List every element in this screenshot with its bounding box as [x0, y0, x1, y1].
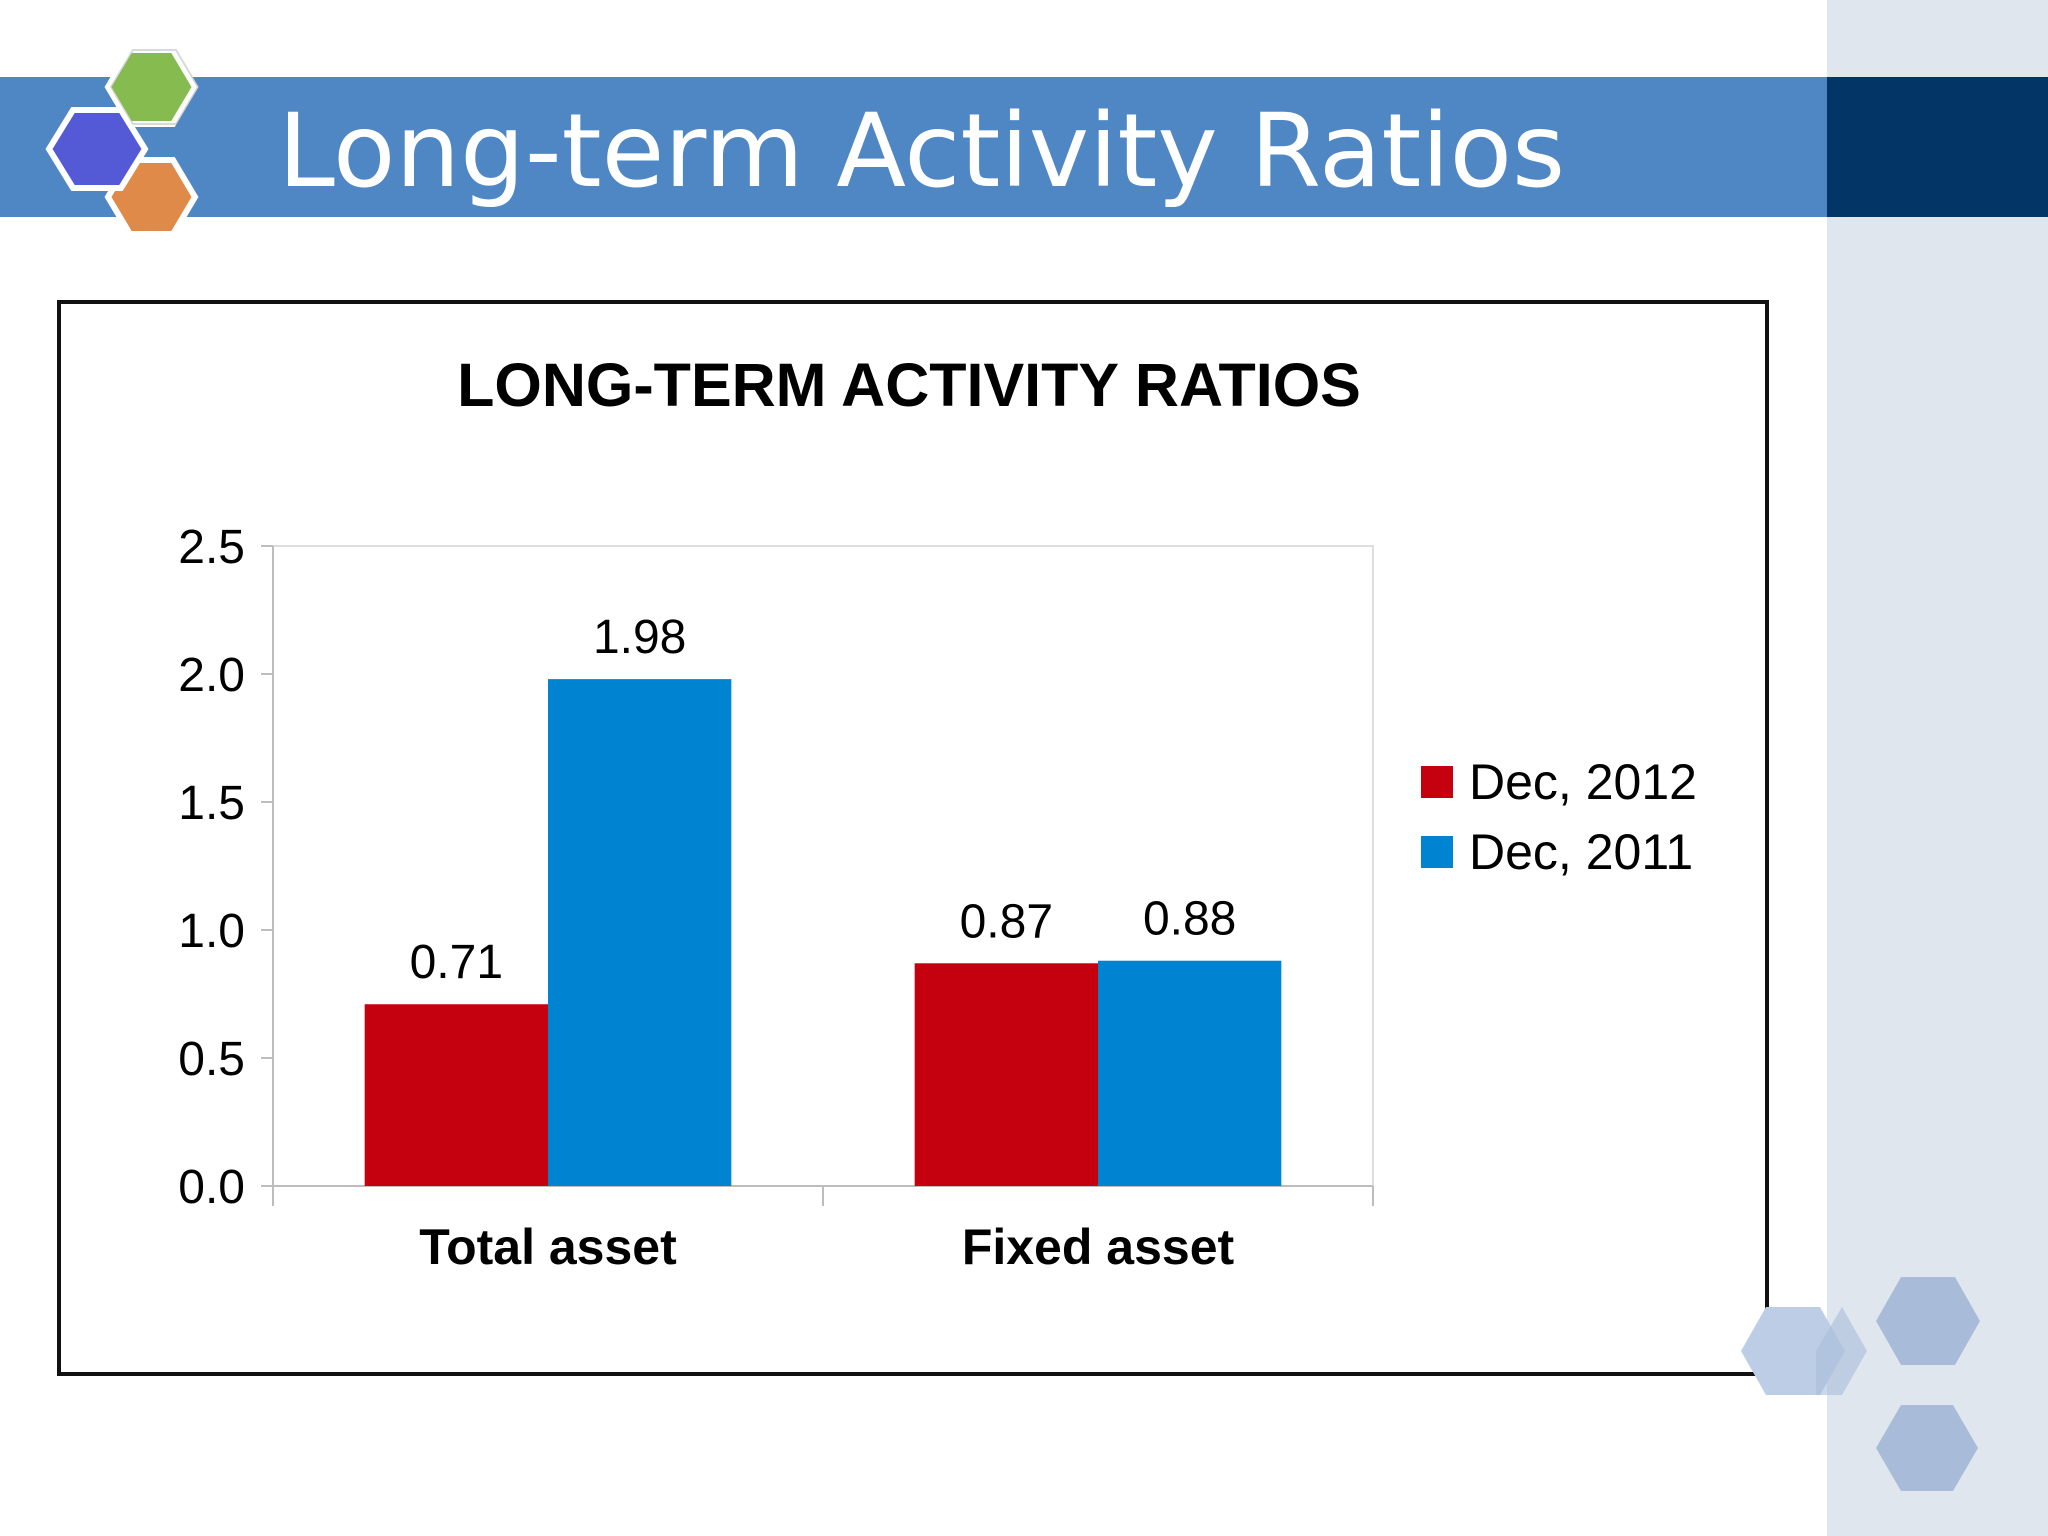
hexagon-logo-icon: [45, 47, 200, 237]
data-labels: 0.71 1.98 0.87 0.88: [410, 611, 1237, 989]
y-tick-label: 2.5: [178, 521, 245, 574]
x-category-label: Fixed asset: [962, 1219, 1235, 1275]
decorative-hexagons-icon: [1741, 1277, 1980, 1491]
x-category-label: Total asset: [419, 1219, 677, 1275]
chart-frame: LONG-TERM ACTIVITY RATIOS 0.0 0.5 1.0 1.5 2.…: [57, 300, 1769, 1376]
y-tick-label: 0.0: [178, 1161, 245, 1214]
y-tick-label: 1.5: [178, 777, 245, 830]
chart-title: LONG-TERM ACTIVITY RATIOS: [457, 351, 1361, 419]
bars: [364, 679, 1282, 1186]
bar-value-label: 0.87: [960, 895, 1053, 948]
bar: [364, 1004, 548, 1186]
legend-label: Dec, 2012: [1469, 754, 1697, 810]
bar-value-label: 1.98: [593, 611, 686, 664]
x-axis: Total asset Fixed asset: [272, 1185, 1374, 1275]
title-bar: [0, 77, 1827, 217]
y-tick-label: 1.0: [178, 905, 245, 958]
slide-title: Long-term Activity Ratios: [278, 92, 1566, 211]
bar: [1098, 960, 1282, 1186]
bar-chart: LONG-TERM ACTIVITY RATIOS 0.0 0.5 1.0 1.5 2.…: [178, 351, 1697, 1275]
y-tick-label: 0.5: [178, 1033, 245, 1086]
bar: [914, 963, 1098, 1186]
bar-value-label: 0.71: [410, 936, 503, 989]
bar-value-label: 0.88: [1143, 893, 1236, 946]
y-tick-label: 2.0: [178, 649, 245, 702]
legend-swatch: [1421, 766, 1453, 798]
legend-swatch: [1421, 836, 1453, 868]
title-bar-dark-block: [1827, 77, 2048, 217]
legend-label: Dec, 2011: [1469, 824, 1693, 880]
y-axis: 0.0 0.5 1.0 1.5 2.0 2.5: [178, 521, 274, 1214]
legend: Dec, 2012 Dec, 2011: [1421, 754, 1697, 880]
bar: [548, 679, 732, 1186]
